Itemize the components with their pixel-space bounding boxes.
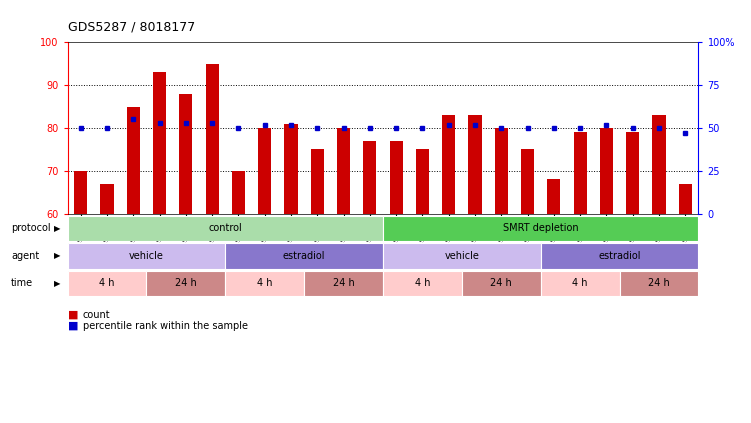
Bar: [626, 132, 639, 214]
Text: 4 h: 4 h: [572, 278, 588, 288]
Bar: [363, 141, 376, 214]
Text: estradiol: estradiol: [599, 251, 641, 261]
Bar: [146, 271, 225, 296]
Bar: [153, 72, 166, 214]
Bar: [74, 171, 87, 214]
Bar: [179, 94, 192, 214]
Text: control: control: [209, 223, 242, 233]
Bar: [383, 216, 698, 241]
Bar: [68, 216, 383, 241]
Text: ■: ■: [68, 310, 78, 320]
Text: vehicle: vehicle: [445, 251, 479, 261]
Bar: [101, 184, 113, 214]
Bar: [337, 128, 350, 214]
Text: 4 h: 4 h: [257, 278, 273, 288]
Bar: [620, 271, 698, 296]
Bar: [127, 107, 140, 214]
Bar: [311, 149, 324, 214]
Text: ▶: ▶: [53, 279, 60, 288]
Bar: [442, 115, 455, 214]
Bar: [68, 271, 146, 296]
Text: vehicle: vehicle: [129, 251, 164, 261]
Text: 4 h: 4 h: [415, 278, 430, 288]
Text: 24 h: 24 h: [333, 278, 354, 288]
Bar: [390, 141, 403, 214]
Bar: [521, 149, 534, 214]
Text: GDS5287 / 8018177: GDS5287 / 8018177: [68, 21, 195, 34]
Bar: [285, 124, 297, 214]
Bar: [232, 171, 245, 214]
Bar: [462, 271, 541, 296]
Text: SMRT depletion: SMRT depletion: [503, 223, 578, 233]
Bar: [495, 128, 508, 214]
Bar: [225, 243, 383, 269]
Text: protocol: protocol: [11, 223, 51, 233]
Text: 24 h: 24 h: [490, 278, 512, 288]
Bar: [383, 271, 462, 296]
Bar: [383, 243, 541, 269]
Bar: [206, 64, 219, 214]
Bar: [469, 115, 481, 214]
Bar: [416, 149, 429, 214]
Text: 24 h: 24 h: [648, 278, 670, 288]
Bar: [679, 184, 692, 214]
Text: 24 h: 24 h: [175, 278, 197, 288]
Bar: [258, 128, 271, 214]
Text: estradiol: estradiol: [283, 251, 325, 261]
Bar: [541, 271, 620, 296]
Text: ■: ■: [68, 321, 78, 331]
Text: time: time: [11, 278, 33, 288]
Bar: [225, 271, 304, 296]
Bar: [68, 243, 225, 269]
Text: count: count: [83, 310, 110, 320]
Text: ▶: ▶: [53, 251, 60, 261]
Bar: [600, 128, 613, 214]
Text: 4 h: 4 h: [99, 278, 115, 288]
Bar: [547, 179, 560, 214]
Bar: [574, 132, 587, 214]
Text: percentile rank within the sample: percentile rank within the sample: [83, 321, 248, 331]
Bar: [541, 243, 698, 269]
Text: ▶: ▶: [53, 224, 60, 233]
Bar: [304, 271, 383, 296]
Bar: [653, 115, 665, 214]
Text: agent: agent: [11, 251, 40, 261]
